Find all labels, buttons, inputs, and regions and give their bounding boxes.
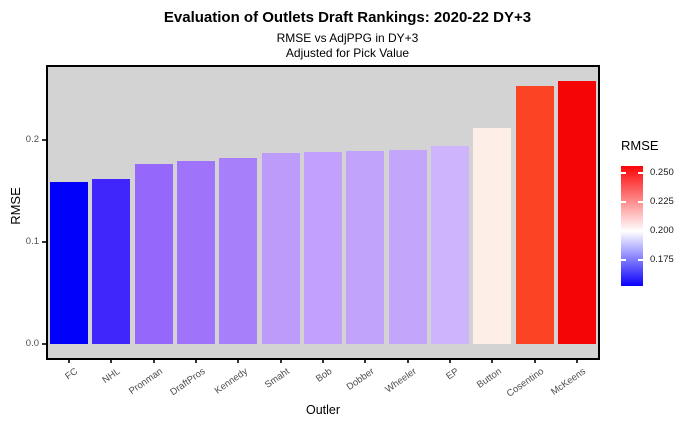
y-tick	[42, 139, 48, 141]
x-tick-label-McKeens: McKeens	[549, 366, 589, 398]
y-tick	[42, 241, 48, 243]
x-tick	[448, 358, 451, 363]
bar-Bob	[304, 152, 342, 344]
bar-DraftPros	[177, 161, 216, 344]
x-tick-label-Bob: Bob	[314, 366, 335, 385]
bar-Cosentino	[515, 85, 554, 344]
x-tick	[491, 358, 494, 363]
x-tick	[279, 358, 282, 363]
bar-Pronman	[134, 164, 173, 344]
legend-tick-notch	[621, 230, 626, 233]
bar-Kennedy	[219, 158, 258, 344]
legend-tick-notch	[638, 171, 643, 174]
x-tick	[322, 358, 324, 363]
y-tick	[42, 343, 48, 345]
legend-tick-notch	[621, 201, 626, 204]
y-tick-label: 0.2	[25, 134, 39, 145]
legend-title: RMSE	[621, 138, 659, 153]
legend-tick-label: 0.200	[650, 225, 674, 237]
chart-subtitle-line1: RMSE vs AdjPPG in DY+3	[276, 31, 419, 45]
y-tick-label: 0.1	[25, 236, 39, 247]
legend-tick-label: 0.175	[650, 254, 674, 266]
bar-Smaht	[261, 153, 300, 344]
x-tick-label-Cosentino: Cosentino	[504, 366, 546, 400]
x-tick-label-Pronman: Pronman	[127, 366, 166, 398]
x-tick-label-NHL: NHL	[100, 366, 123, 386]
bar-FC	[50, 181, 89, 344]
x-tick	[68, 358, 71, 363]
x-tick	[575, 358, 578, 363]
x-tick	[364, 358, 367, 363]
x-tick-label-Dobber: Dobber	[344, 366, 377, 393]
x-tick-label-Wheeler: Wheeler	[383, 366, 419, 396]
legend-tick-notch	[621, 171, 626, 174]
chart-subtitle-line2: Adjusted for Pick Value	[285, 46, 410, 60]
bar-NHL	[92, 178, 131, 344]
legend-tick-label: 0.250	[650, 166, 674, 178]
y-tick-label: 0.0	[25, 338, 39, 349]
legend-tick-notch	[638, 230, 643, 233]
legend-tick-notch	[638, 201, 643, 204]
x-tick-label-Smaht: Smaht	[263, 366, 293, 391]
bar-Dobber	[346, 151, 385, 344]
plot-panel	[46, 65, 600, 360]
legend: RMSE 0.250 0.225 0.200 0.175	[612, 138, 695, 293]
x-tick	[152, 358, 155, 363]
legend-tick-notch	[621, 259, 626, 262]
bar-McKeens	[557, 80, 596, 344]
x-tick-label-Kennedy: Kennedy	[212, 366, 250, 397]
x-tick	[195, 358, 198, 363]
legend-tick-label: 0.225	[650, 196, 674, 208]
bar-Wheeler	[388, 150, 427, 344]
x-tick-label-DraftPros: DraftPros	[168, 366, 208, 399]
bar-EP	[430, 146, 469, 344]
x-tick	[110, 358, 113, 363]
x-tick-label-Button: Button	[474, 366, 504, 391]
x-tick	[237, 358, 240, 363]
x-tick-label-FC: FC	[63, 366, 81, 383]
legend-colorbar	[621, 166, 643, 286]
x-tick	[406, 358, 409, 363]
y-axis-title: RMSE	[8, 187, 23, 225]
x-tick	[533, 358, 536, 363]
chart-title: Evaluation of Outlets Draft Rankings: 20…	[163, 9, 532, 26]
legend-tick-notch	[638, 259, 643, 262]
x-tick-label-EP: EP	[444, 366, 462, 383]
bar-Button	[473, 127, 512, 344]
x-axis-title: Outler	[305, 403, 341, 417]
